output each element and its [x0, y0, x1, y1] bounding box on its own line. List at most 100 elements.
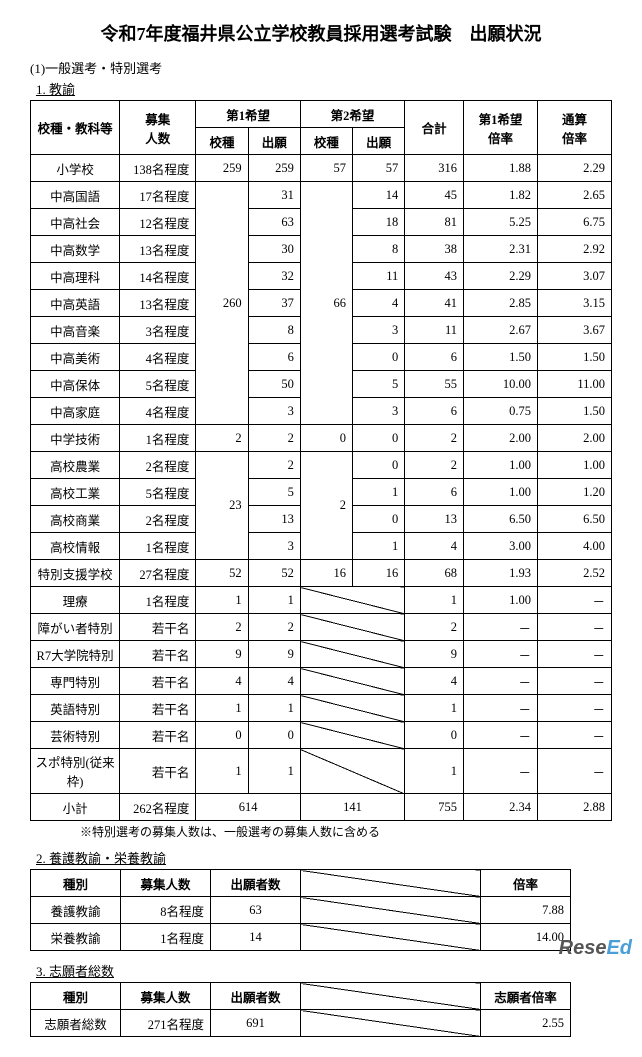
table-cell: － [537, 587, 611, 614]
subheader-app2: 出願 [353, 128, 405, 155]
table-cell: 若干名 [120, 614, 196, 641]
t2-h3: 出願者数 [211, 870, 301, 897]
table-cell: 小学校 [31, 155, 120, 182]
table-cell: 259 [196, 155, 248, 182]
table-cell: 13名程度 [120, 290, 196, 317]
table-cell: 1.82 [464, 182, 538, 209]
slash-cell [300, 614, 404, 641]
table-cell: 1.50 [537, 344, 611, 371]
table-cell: 1 [248, 587, 300, 614]
table-cell: － [464, 722, 538, 749]
subheader-school2: 校種 [300, 128, 352, 155]
table-cell: 2 [248, 614, 300, 641]
table-cell: 2 [300, 452, 352, 560]
table-cell: 0 [248, 722, 300, 749]
table-cell: 691 [211, 1010, 301, 1037]
table-cell: 8 [248, 317, 300, 344]
table-row: スポ特別(従来枠)若干名111－－ [31, 749, 612, 794]
table-cell: 高校農業 [31, 452, 120, 479]
subtotal-row: 小計262名程度6141417552.342.88 [31, 794, 612, 821]
table-cell: 316 [405, 155, 464, 182]
table-cell: 8 [353, 236, 405, 263]
table-cell: 0 [353, 452, 405, 479]
table-cell: 専門特別 [31, 668, 120, 695]
table-cell: 18 [353, 209, 405, 236]
table-cell: 英語特別 [31, 695, 120, 722]
table-cell: 16 [300, 560, 352, 587]
table-cell: 14.00 [481, 924, 571, 951]
subheader-app1: 出願 [248, 128, 300, 155]
table-cell: 1名程度 [120, 587, 196, 614]
table-cell: 1名程度 [120, 533, 196, 560]
table-cell: 3 [353, 398, 405, 425]
header-choice1: 第1希望 [196, 101, 300, 128]
table-cell: 若干名 [120, 749, 196, 794]
table-row: 英語特別若干名111－－ [31, 695, 612, 722]
table-3: 種別 募集人数 出願者数 志願者倍率 志願者総数271名程度6912.55 [30, 982, 571, 1037]
t3-h2: 募集人数 [121, 983, 211, 1010]
table-cell: 中高保体 [31, 371, 120, 398]
subsection-2-label: 2. 養護教諭・栄養教諭 [36, 848, 612, 867]
table-cell: 1.00 [537, 452, 611, 479]
table-row: 栄養教諭1名程度1414.00 [31, 924, 571, 951]
table-cell: R7大学院特別 [31, 641, 120, 668]
table-cell: 若干名 [120, 668, 196, 695]
footnote: ※特別選考の募集人数は、一般選考の募集人数に含める [80, 823, 612, 840]
table-cell: 1.20 [537, 479, 611, 506]
table-cell: 5名程度 [120, 371, 196, 398]
table-cell: 30 [248, 236, 300, 263]
table-cell: 141 [300, 794, 404, 821]
header-subject: 校種・教科等 [31, 101, 120, 155]
table-cell: 2 [196, 614, 248, 641]
table-cell: 4 [248, 668, 300, 695]
table-cell: 9 [196, 641, 248, 668]
table-cell: 260 [196, 182, 248, 425]
table-row: 特別支援学校27名程度52521616681.932.52 [31, 560, 612, 587]
header-rate2: 通算 倍率 [537, 101, 611, 155]
table-cell: 12名程度 [120, 209, 196, 236]
table-cell: － [537, 668, 611, 695]
table-cell: 10.00 [464, 371, 538, 398]
table-cell: 1 [248, 695, 300, 722]
table-cell: 4 [405, 668, 464, 695]
table-cell: 1 [353, 479, 405, 506]
table-cell: － [537, 722, 611, 749]
table-cell: 1.93 [464, 560, 538, 587]
table-cell: 52 [196, 560, 248, 587]
table-cell: － [537, 614, 611, 641]
table-cell: 4名程度 [120, 344, 196, 371]
table-cell: 中高美術 [31, 344, 120, 371]
table-cell: 障がい者特別 [31, 614, 120, 641]
table-cell: 37 [248, 290, 300, 317]
table-cell: 中高英語 [31, 290, 120, 317]
table-row: 養護教諭8名程度637.88 [31, 897, 571, 924]
t2-h4-slash [301, 870, 481, 897]
table-cell: スポ特別(従来枠) [31, 749, 120, 794]
table-cell: 38 [405, 236, 464, 263]
table-row: R7大学院特別若干名999－－ [31, 641, 612, 668]
table-cell: 2 [405, 452, 464, 479]
table-cell: 23 [196, 452, 248, 560]
table-cell: 中高数学 [31, 236, 120, 263]
table-cell: 271名程度 [121, 1010, 211, 1037]
table-cell: 45 [405, 182, 464, 209]
table-row: 理療1名程度1111.00－ [31, 587, 612, 614]
table-cell: 2.29 [464, 263, 538, 290]
slash-cell [300, 749, 404, 794]
table-cell: 43 [405, 263, 464, 290]
table-cell: 1.50 [537, 398, 611, 425]
table-row: 小学校138名程度25925957573161.882.29 [31, 155, 612, 182]
table-cell: 0 [353, 506, 405, 533]
table-cell: 11 [353, 263, 405, 290]
table-cell: 755 [405, 794, 464, 821]
table-cell: 1.50 [464, 344, 538, 371]
table-cell: － [537, 641, 611, 668]
table-cell: 養護教諭 [31, 897, 121, 924]
header-rate1: 第1希望 倍率 [464, 101, 538, 155]
table-cell: － [537, 695, 611, 722]
table-cell: 1 [196, 749, 248, 794]
table-cell: 6 [248, 344, 300, 371]
table-row: 中高国語17名程度260316614451.822.65 [31, 182, 612, 209]
table-cell: 66 [300, 182, 352, 425]
table-cell: 262名程度 [120, 794, 196, 821]
